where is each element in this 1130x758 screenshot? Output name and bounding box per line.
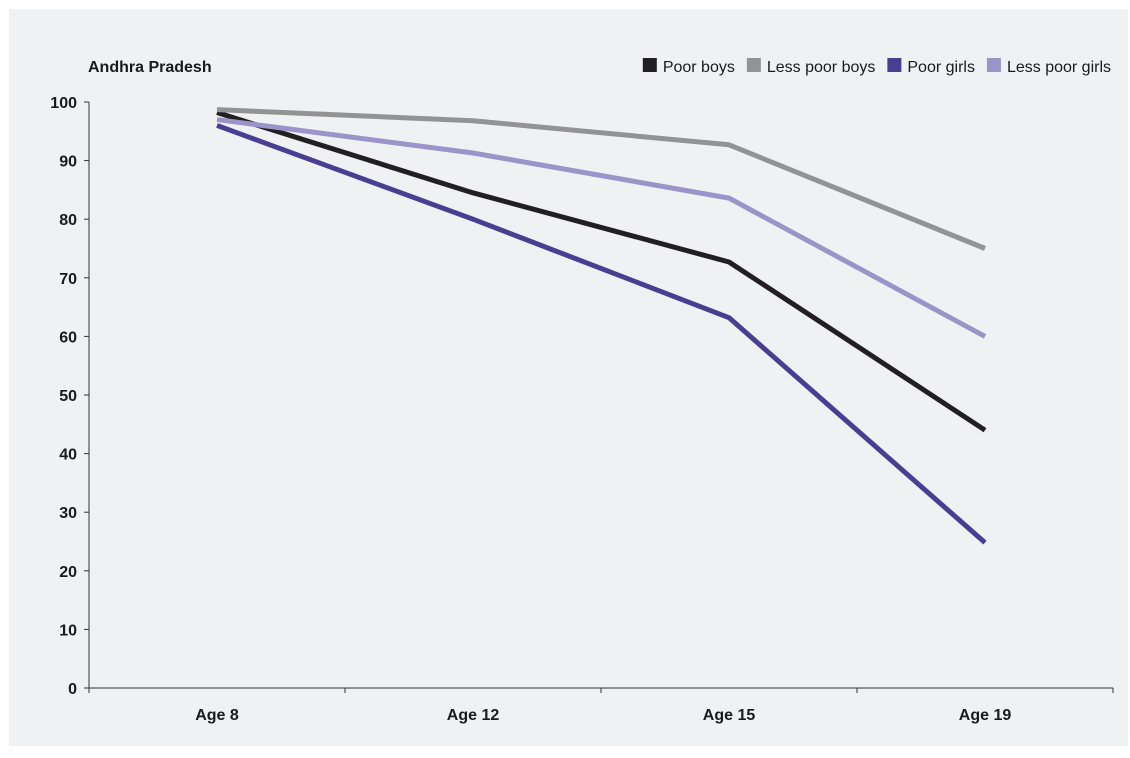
legend-item: Less poor boys — [746, 58, 876, 76]
legend-label: Poor boys — [663, 59, 735, 76]
legend-swatch — [746, 58, 761, 72]
y-tick-label: 30 — [59, 505, 77, 522]
legend-item: Poor boys — [642, 58, 735, 76]
x-tick-label: Age 12 — [447, 707, 500, 724]
legend-swatch — [887, 58, 902, 72]
series-lines — [216, 107, 987, 545]
x-tick-label: Age 8 — [195, 707, 239, 724]
series-line-less-poor-boys — [216, 107, 986, 251]
series-line-poor-boys — [216, 110, 987, 433]
legend-label: Less poor girls — [1007, 59, 1111, 76]
y-tick-label: 40 — [59, 447, 77, 464]
y-axis-ticks: 0 10 20 30 40 50 60 70 80 90 100 — [50, 95, 89, 698]
y-tick-label: 90 — [59, 154, 77, 171]
y-tick-label: 70 — [59, 271, 77, 288]
y-tick-label: 60 — [59, 329, 77, 346]
x-axis-ticks: Age 8 Age 12 Age 15 Age 19 — [88, 688, 1114, 724]
legend-item: Poor girls — [887, 58, 975, 76]
legend-item: Less poor girls — [986, 58, 1111, 76]
y-tick-label: 20 — [59, 564, 77, 581]
series-line-less-poor-girls — [216, 117, 987, 339]
legend-swatch — [986, 58, 1001, 72]
legend-swatch — [642, 58, 657, 72]
y-tick-label: 10 — [59, 622, 77, 639]
legend: Poor boys Less poor boys Poor girls Less po… — [642, 58, 1111, 76]
y-tick-label: 80 — [59, 212, 77, 229]
legend-label: Poor girls — [907, 59, 975, 76]
x-tick-label: Age 15 — [703, 707, 756, 724]
y-tick-label: 0 — [68, 681, 77, 698]
axes — [88, 102, 1113, 689]
series-line-poor-girls — [216, 123, 987, 545]
y-tick-label: 50 — [59, 388, 77, 405]
chart-title: Andhra Pradesh — [88, 59, 212, 76]
x-tick-label: Age 19 — [959, 707, 1012, 724]
y-tick-label: 100 — [50, 95, 77, 112]
legend-label: Less poor boys — [767, 59, 876, 76]
